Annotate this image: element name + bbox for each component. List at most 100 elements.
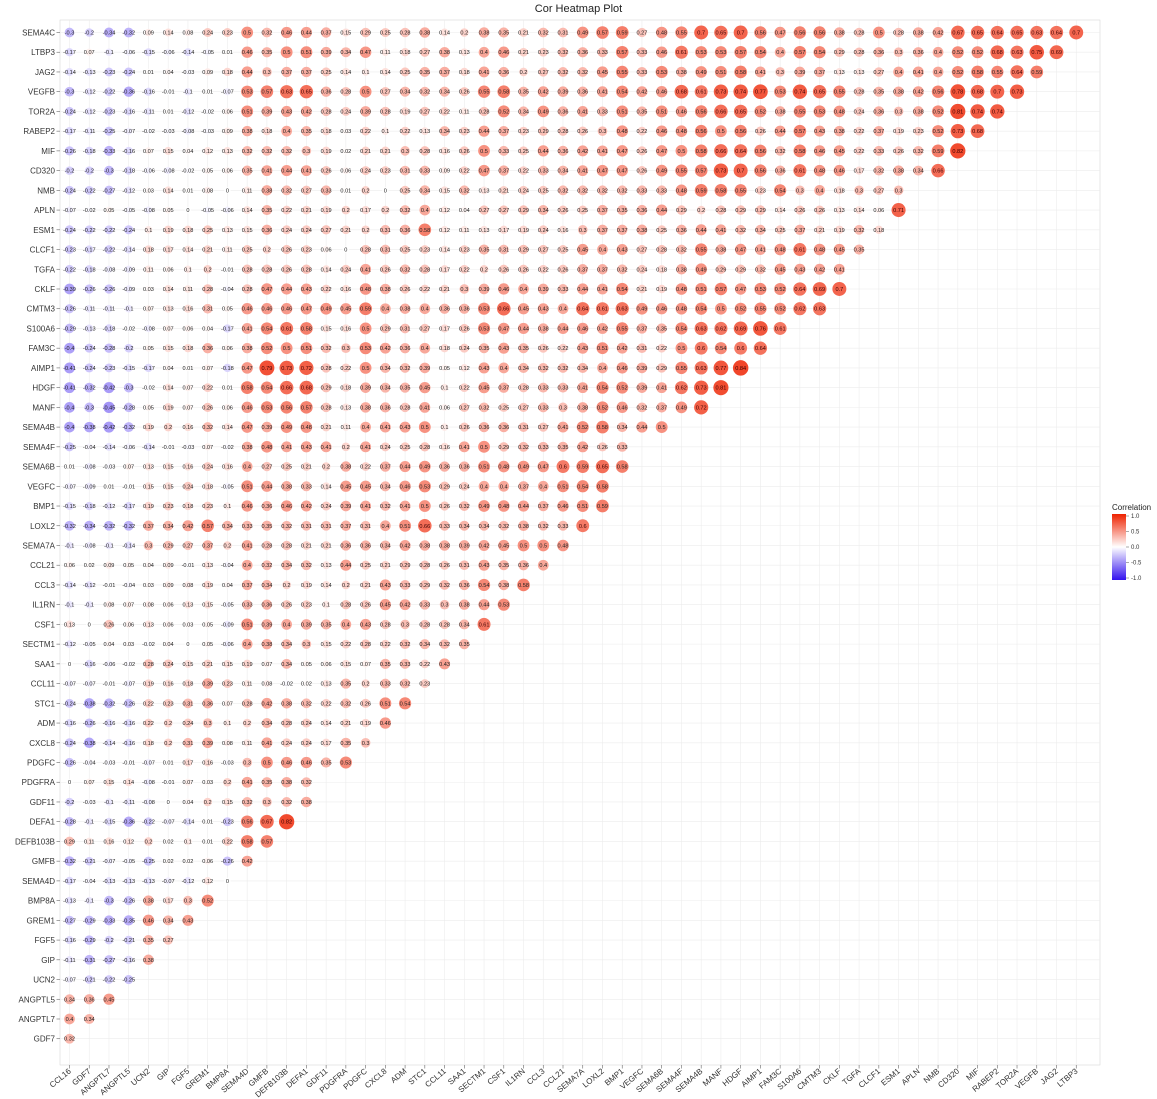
correlation-value-label: 0.31 <box>321 524 332 530</box>
correlation-value-label: 0.7 <box>835 287 843 293</box>
correlation-value-label: 0.54 <box>814 50 825 56</box>
correlation-circle <box>1030 65 1044 79</box>
correlation-value-label: 0.28 <box>242 267 253 273</box>
correlation-value-label: 0.42 <box>301 504 312 510</box>
correlation-value-label: 0.41 <box>242 326 253 332</box>
correlation-circle <box>695 66 708 78</box>
correlation-value-label: 0.36 <box>676 228 687 234</box>
correlation-value-label: 0.31 <box>400 326 411 332</box>
correlation-value-label: 0.26 <box>893 149 904 155</box>
correlation-value-label: 0.4 <box>342 622 350 628</box>
correlation-value-label: 0.42 <box>538 90 549 96</box>
correlation-value-label: 0.43 <box>380 583 391 589</box>
correlation-value-label: -0.24 <box>63 188 76 194</box>
correlation-value-label: 0.21 <box>202 248 213 254</box>
correlation-value-label: 0.53 <box>715 50 726 56</box>
correlation-value-label: 0.15 <box>340 31 351 37</box>
correlation-value-label: 0.4 <box>66 1017 74 1023</box>
correlation-circle <box>616 105 629 118</box>
correlation-circle <box>656 46 668 58</box>
correlation-value-label: 0.41 <box>913 70 924 76</box>
legend-tick-label: 0.0 <box>1131 545 1140 551</box>
correlation-value-label: 0.22 <box>222 839 233 845</box>
correlation-value-label: 0.37 <box>439 70 450 76</box>
correlation-value-label: 0.27 <box>182 543 193 549</box>
correlation-value-label: 0.66 <box>419 524 430 530</box>
correlation-value-label: 0.27 <box>873 70 884 76</box>
correlation-circle <box>261 47 272 58</box>
correlation-value-label: -0.12 <box>83 583 96 589</box>
correlation-value-label: 0.28 <box>854 90 865 96</box>
correlation-value-label: 0.28 <box>419 563 430 569</box>
correlation-value-label: -0.18 <box>103 326 116 332</box>
correlation-circle <box>637 27 647 38</box>
correlation-circle <box>299 84 314 99</box>
correlation-circle <box>400 48 410 57</box>
correlation-value-label: 0.5 <box>283 346 291 352</box>
correlation-value-label: -0.06 <box>122 445 135 451</box>
correlation-circle <box>440 107 449 116</box>
legend-tick-label: 1.0 <box>1131 514 1140 520</box>
correlation-value-label: 0.47 <box>617 169 628 175</box>
correlation-circle <box>714 66 727 78</box>
correlation-value-label: 0.33 <box>419 603 430 609</box>
correlation-value-label: -0.2 <box>84 31 94 37</box>
correlation-value-label: 0.08 <box>182 583 193 589</box>
correlation-value-label: 0.14 <box>439 31 450 37</box>
correlation-value-label: -0.18 <box>83 267 96 273</box>
row-label: SEMA4D <box>22 877 55 886</box>
correlation-value-label: 0.07 <box>182 386 193 392</box>
correlation-value-label: -0.01 <box>122 484 135 490</box>
correlation-circle <box>874 67 884 77</box>
correlation-value-label: 0.54 <box>617 287 628 293</box>
correlation-value-label: 0.48 <box>498 504 509 510</box>
correlation-circle <box>104 87 114 97</box>
correlation-value-label: 0.57 <box>696 169 707 175</box>
row-label: CCL11 <box>31 680 56 689</box>
correlation-value-label: 0.06 <box>163 603 174 609</box>
correlation-circle <box>695 46 708 59</box>
correlation-value-label: 0.33 <box>321 188 332 194</box>
correlation-value-label: 0.84 <box>735 366 746 372</box>
correlation-value-label: 0.36 <box>637 208 648 214</box>
correlation-circle <box>675 26 688 39</box>
correlation-value-label: -0.12 <box>122 188 135 194</box>
correlation-value-label: 0.43 <box>479 366 490 372</box>
correlation-value-label: 0.37 <box>340 524 351 530</box>
correlation-circle <box>341 68 350 76</box>
correlation-value-label: -0.33 <box>103 149 116 155</box>
correlation-value-label: 0.58 <box>597 425 608 431</box>
correlation-value-label: 0.36 <box>498 70 509 76</box>
correlation-value-label: 0.32 <box>380 504 391 510</box>
correlation-value-label: 0.24 <box>202 465 213 471</box>
row-label: GMFB <box>32 857 55 866</box>
correlation-value-label: 0.22 <box>459 386 470 392</box>
correlation-value-label: 0.34 <box>419 642 430 648</box>
correlation-value-label: -0.13 <box>83 70 96 76</box>
correlation-circle <box>1010 65 1024 79</box>
correlation-value-label: 0.34 <box>400 90 411 96</box>
row-label: LOXL2 <box>30 522 55 531</box>
correlation-value-label: 0.53 <box>360 346 371 352</box>
row-label: S100A6 <box>27 324 56 333</box>
correlation-value-label: 0.37 <box>380 465 391 471</box>
correlation-value-label: 0.74 <box>972 109 983 115</box>
correlation-value-label: 0.4 <box>539 563 547 569</box>
correlation-value-label: 0.3 <box>302 642 310 648</box>
correlation-value-label: 0.28 <box>479 109 490 115</box>
correlation-value-label: 0.03 <box>143 188 154 194</box>
correlation-value-label: -0.01 <box>182 563 195 569</box>
correlation-value-label: 0.44 <box>637 425 648 431</box>
correlation-value-label: 0.6 <box>697 346 705 352</box>
correlation-value-label: 0.22 <box>380 642 391 648</box>
correlation-value-label: 0.4 <box>500 484 508 490</box>
correlation-value-label: 0.38 <box>242 129 253 135</box>
correlation-value-label: 0.32 <box>321 346 332 352</box>
correlation-value-label: 0.33 <box>538 445 549 451</box>
correlation-value-label: 0.22 <box>202 386 213 392</box>
correlation-circle <box>970 104 985 119</box>
correlation-value-label: 0.21 <box>340 228 351 234</box>
correlation-circle <box>734 65 747 79</box>
correlation-value-label: 0.5 <box>480 445 488 451</box>
correlation-value-label: -0.02 <box>142 386 155 392</box>
